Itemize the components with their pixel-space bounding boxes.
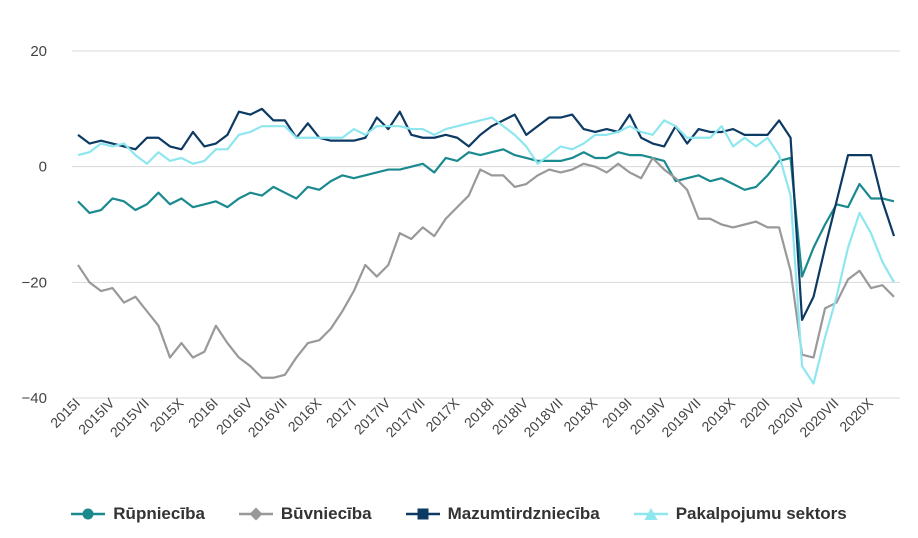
line-chart: 20 0 −20 −40 2015I2015IV2015VII2015X2016I20… <box>22 43 900 440</box>
series-line <box>77 107 896 322</box>
x-tick-label: 2018VII <box>520 395 565 440</box>
legend-swatch-square-icon <box>405 508 440 520</box>
legend-swatch-diamond-icon <box>238 507 273 521</box>
y-tick-label: −40 <box>22 390 47 407</box>
series-1 <box>77 156 895 379</box>
y-tick-label: −20 <box>22 274 47 291</box>
series-0 <box>77 148 895 278</box>
y-tick-label: 0 <box>39 159 47 176</box>
legend-swatch-circle-icon <box>71 508 106 520</box>
x-tick-label: 2020X <box>836 394 876 434</box>
series-line <box>77 116 895 385</box>
legend-label: Rūpniecība <box>113 504 205 523</box>
x-tick-label: 2019X <box>698 394 738 434</box>
x-tick-label: 2015X <box>147 394 187 434</box>
legend: Rūpniecība Būvniecība Mazumtirdzniecība Pak… <box>0 504 918 524</box>
legend-label: Būvniecība <box>280 504 372 523</box>
y-tick-label: 20 <box>30 43 47 60</box>
legend-label: Pakalpojumu sektors <box>675 504 847 523</box>
legend-item[interactable]: Pakalpojumu sektors <box>633 504 847 524</box>
x-tick-label: 2019VII <box>658 395 703 440</box>
legend-label: Mazumtirdzniecība <box>447 504 600 523</box>
series-line <box>77 148 895 278</box>
series-lines <box>77 107 896 385</box>
series-3 <box>77 116 895 385</box>
x-tick-label: 2017X <box>422 394 462 434</box>
x-tick-label: 2016X <box>285 394 325 434</box>
x-tick-label: 2017VII <box>382 395 427 440</box>
x-tick-label: 2018X <box>560 394 600 434</box>
gridlines <box>72 50 900 399</box>
series-line <box>77 156 895 379</box>
legend-item[interactable]: Būvniecība <box>238 504 372 524</box>
y-axis-tick-labels: 20 0 −20 −40 <box>22 43 47 407</box>
legend-swatch-triangle-icon <box>633 508 668 520</box>
x-tick-label: 2015VII <box>107 395 152 440</box>
x-tick-label: 2016VII <box>245 395 290 440</box>
series-2 <box>77 107 896 322</box>
x-axis-tick-labels: 2015I2015IV2015VII2015X2016I2016IV2016VI… <box>47 394 877 440</box>
legend-item[interactable]: Mazumtirdzniecība <box>405 504 600 524</box>
legend-item[interactable]: Rūpniecība <box>71 504 205 524</box>
x-tick-label: 2020VII <box>796 395 841 440</box>
